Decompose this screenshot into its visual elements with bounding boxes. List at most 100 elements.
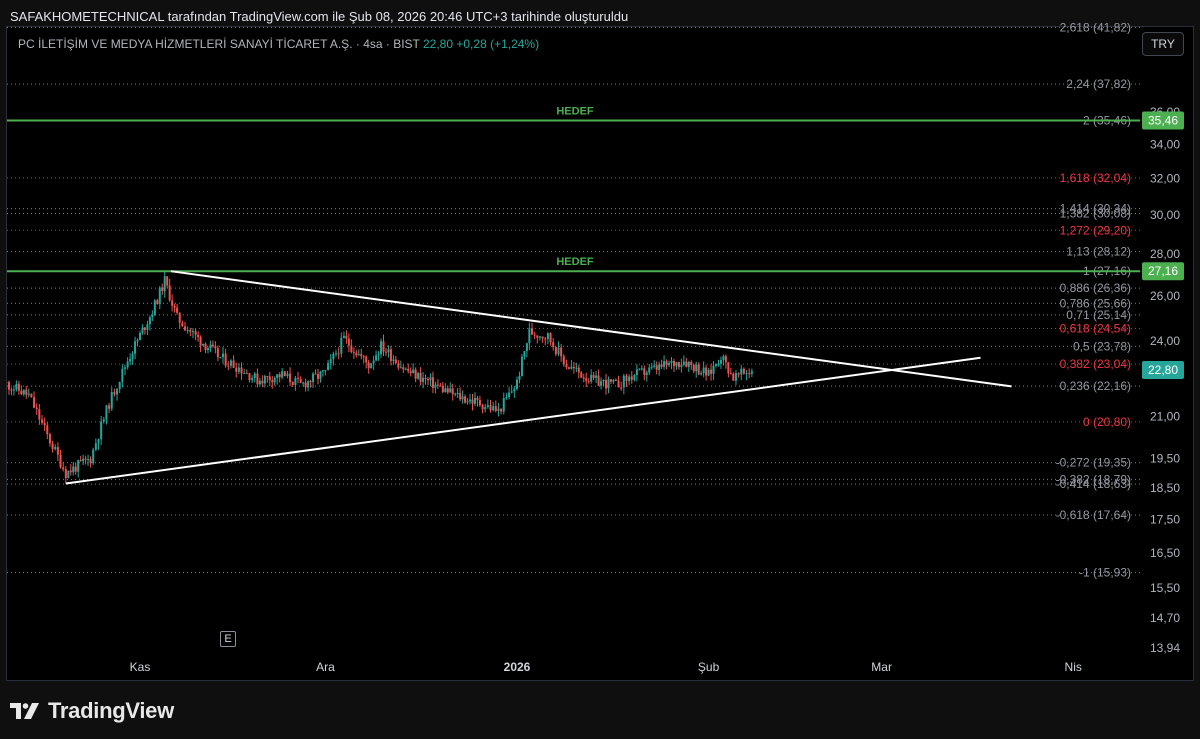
candle-body [219, 357, 222, 359]
candle-body [110, 392, 113, 409]
candle-body [151, 314, 154, 318]
candle-body [748, 373, 751, 375]
candle-body [302, 382, 305, 384]
candle-body [375, 355, 378, 361]
candle-body [197, 334, 200, 338]
candle-body [562, 356, 565, 365]
fib-level-label: -0,272 (19,35) [1056, 456, 1131, 470]
candle-body [54, 447, 57, 450]
candle-body [422, 377, 425, 382]
candle-body [658, 364, 661, 370]
candle-body [392, 359, 395, 361]
candle-body [199, 337, 202, 346]
candle-body [121, 368, 124, 383]
hedef-label: HEDEF [556, 106, 594, 118]
candle-body [312, 373, 315, 382]
fib-level-label: 0,71 (25,14) [1066, 308, 1131, 322]
currency-button[interactable]: TRY [1142, 32, 1184, 56]
candle-body [178, 312, 181, 323]
candle-body [528, 328, 531, 344]
candle-body [221, 353, 224, 358]
candle-body [253, 373, 256, 379]
candle-body [635, 369, 638, 375]
candles [7, 271, 753, 484]
candle-body [614, 379, 617, 381]
x-tick-label: Mar [871, 660, 892, 674]
candle-body [617, 380, 620, 388]
candle-body [429, 377, 432, 381]
candle-body [123, 367, 126, 369]
candle-body [544, 338, 547, 340]
candle-body [638, 368, 641, 370]
candle-body [486, 405, 489, 407]
candle-body [329, 359, 332, 364]
candle-body [449, 388, 452, 393]
y-tick-label: 28,00 [1150, 247, 1180, 261]
y-tick-label: 17,50 [1150, 513, 1180, 527]
candle-body [407, 368, 410, 372]
candle-body [69, 470, 72, 473]
candle-body [541, 336, 544, 339]
candle-body [387, 349, 390, 353]
candle-body [427, 378, 430, 381]
candle-body [355, 352, 358, 356]
candle-body [692, 365, 695, 372]
y-tick-label: 32,00 [1150, 172, 1180, 186]
y-tick-label: 34,00 [1150, 137, 1180, 151]
candle-body [742, 368, 745, 374]
candle-body [278, 374, 281, 378]
candle-body [171, 300, 174, 306]
earnings-event-marker[interactable]: E [220, 631, 236, 647]
candle-body [740, 368, 743, 375]
footer-branding: TradingView [10, 697, 174, 725]
candle-body [139, 332, 141, 340]
candle-body [20, 390, 23, 395]
candle-body [33, 397, 36, 408]
candle-body [478, 399, 481, 406]
candle-body [414, 369, 417, 379]
candle-body [365, 356, 368, 363]
candle-body [643, 368, 646, 375]
candle-body [129, 358, 132, 362]
candle-body [466, 401, 469, 403]
candle-body [663, 361, 666, 367]
candle-body [680, 364, 683, 367]
candle-body [628, 376, 631, 382]
candle-body [158, 287, 161, 305]
candle-body [417, 373, 420, 379]
trend-line-lower [65, 356, 981, 485]
candle-body [62, 467, 65, 470]
candle-body [126, 361, 129, 368]
chart-frame[interactable] [6, 26, 1194, 681]
candle-body [554, 347, 557, 355]
candle-body [235, 367, 238, 372]
fib-level-label: -1 (15,93) [1079, 566, 1131, 580]
y-tick-label: 26,00 [1150, 289, 1180, 303]
candle-body [607, 379, 610, 389]
candle-body [695, 364, 698, 372]
candle-body [670, 361, 673, 363]
candle-body [677, 362, 680, 367]
candle-body [256, 373, 259, 385]
candle-body [143, 327, 146, 330]
candle-body [436, 384, 439, 386]
candle-body [592, 374, 595, 378]
candle-body [352, 351, 355, 353]
y-tick-label: 24,00 [1150, 334, 1180, 348]
candle-body [281, 371, 284, 378]
chart-caption: SAFAKHOMETECHNICAL tarafından TradingVie… [10, 9, 629, 24]
candle-body [533, 334, 536, 336]
tradingview-wordmark: TradingView [48, 698, 174, 723]
fib-level-label: 1,13 (28,12) [1066, 245, 1131, 259]
hedef-price-label: 35,46 [1148, 114, 1178, 128]
candle-body [595, 375, 598, 378]
candle-body [441, 385, 444, 393]
y-tick-label: 30,00 [1150, 208, 1180, 222]
candle-body [189, 329, 192, 332]
candle-body [560, 347, 563, 357]
candle-body [116, 389, 119, 395]
candle-body [12, 389, 15, 391]
candle-body [194, 331, 197, 335]
trend-line-upper [170, 270, 1012, 388]
